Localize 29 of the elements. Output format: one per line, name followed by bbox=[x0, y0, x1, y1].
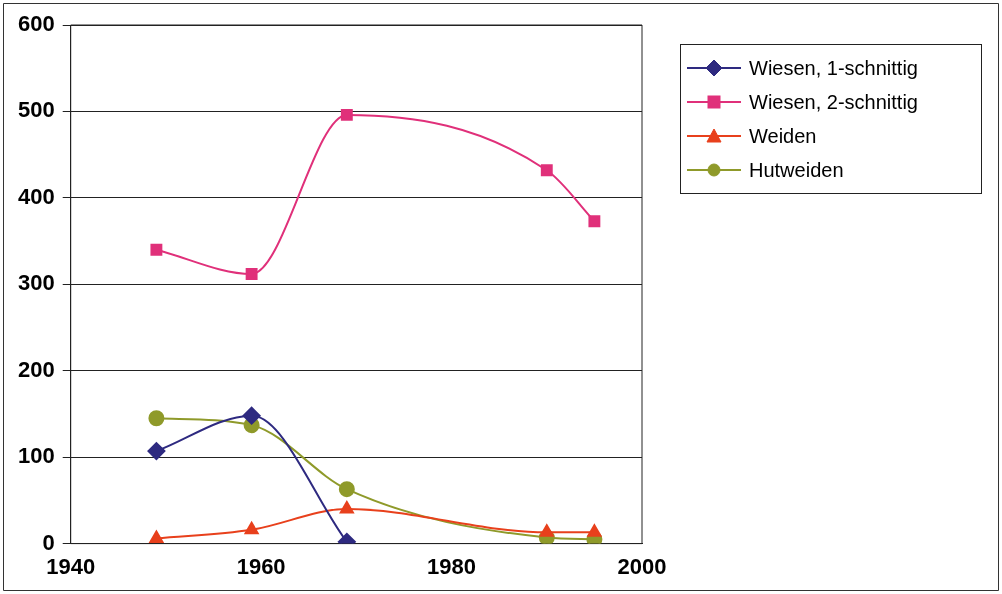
y-tick-label: 0 bbox=[42, 529, 55, 555]
point bbox=[148, 410, 165, 427]
point bbox=[245, 267, 258, 280]
point bbox=[339, 501, 354, 514]
legend-label: Hutweiden bbox=[749, 158, 844, 182]
legend-label: Weiden bbox=[749, 124, 817, 148]
legend-label: Wiesen, 1-schnittig bbox=[749, 56, 918, 80]
y-tick-label: 600 bbox=[17, 11, 55, 37]
y-tick-label: 100 bbox=[17, 443, 55, 469]
point bbox=[242, 406, 261, 425]
legend-label: Wiesen, 2-schnittig bbox=[749, 90, 918, 114]
point bbox=[340, 108, 353, 121]
point bbox=[540, 164, 553, 177]
point bbox=[244, 521, 259, 535]
point bbox=[147, 442, 166, 461]
point bbox=[539, 524, 554, 537]
x-tick-label: 2000 bbox=[617, 553, 667, 579]
y-tick-label: 300 bbox=[17, 270, 55, 296]
y-tick-label: 200 bbox=[17, 356, 55, 382]
x-tick-label: 1960 bbox=[236, 553, 286, 579]
point bbox=[150, 243, 163, 256]
point bbox=[338, 481, 355, 498]
y-tick-label: 400 bbox=[17, 183, 55, 209]
point bbox=[588, 215, 601, 228]
x-tick-label: 1940 bbox=[46, 553, 96, 579]
x-tick-label: 1980 bbox=[427, 553, 477, 579]
point bbox=[149, 530, 164, 543]
y-tick-label: 500 bbox=[17, 97, 55, 123]
point bbox=[587, 524, 602, 537]
